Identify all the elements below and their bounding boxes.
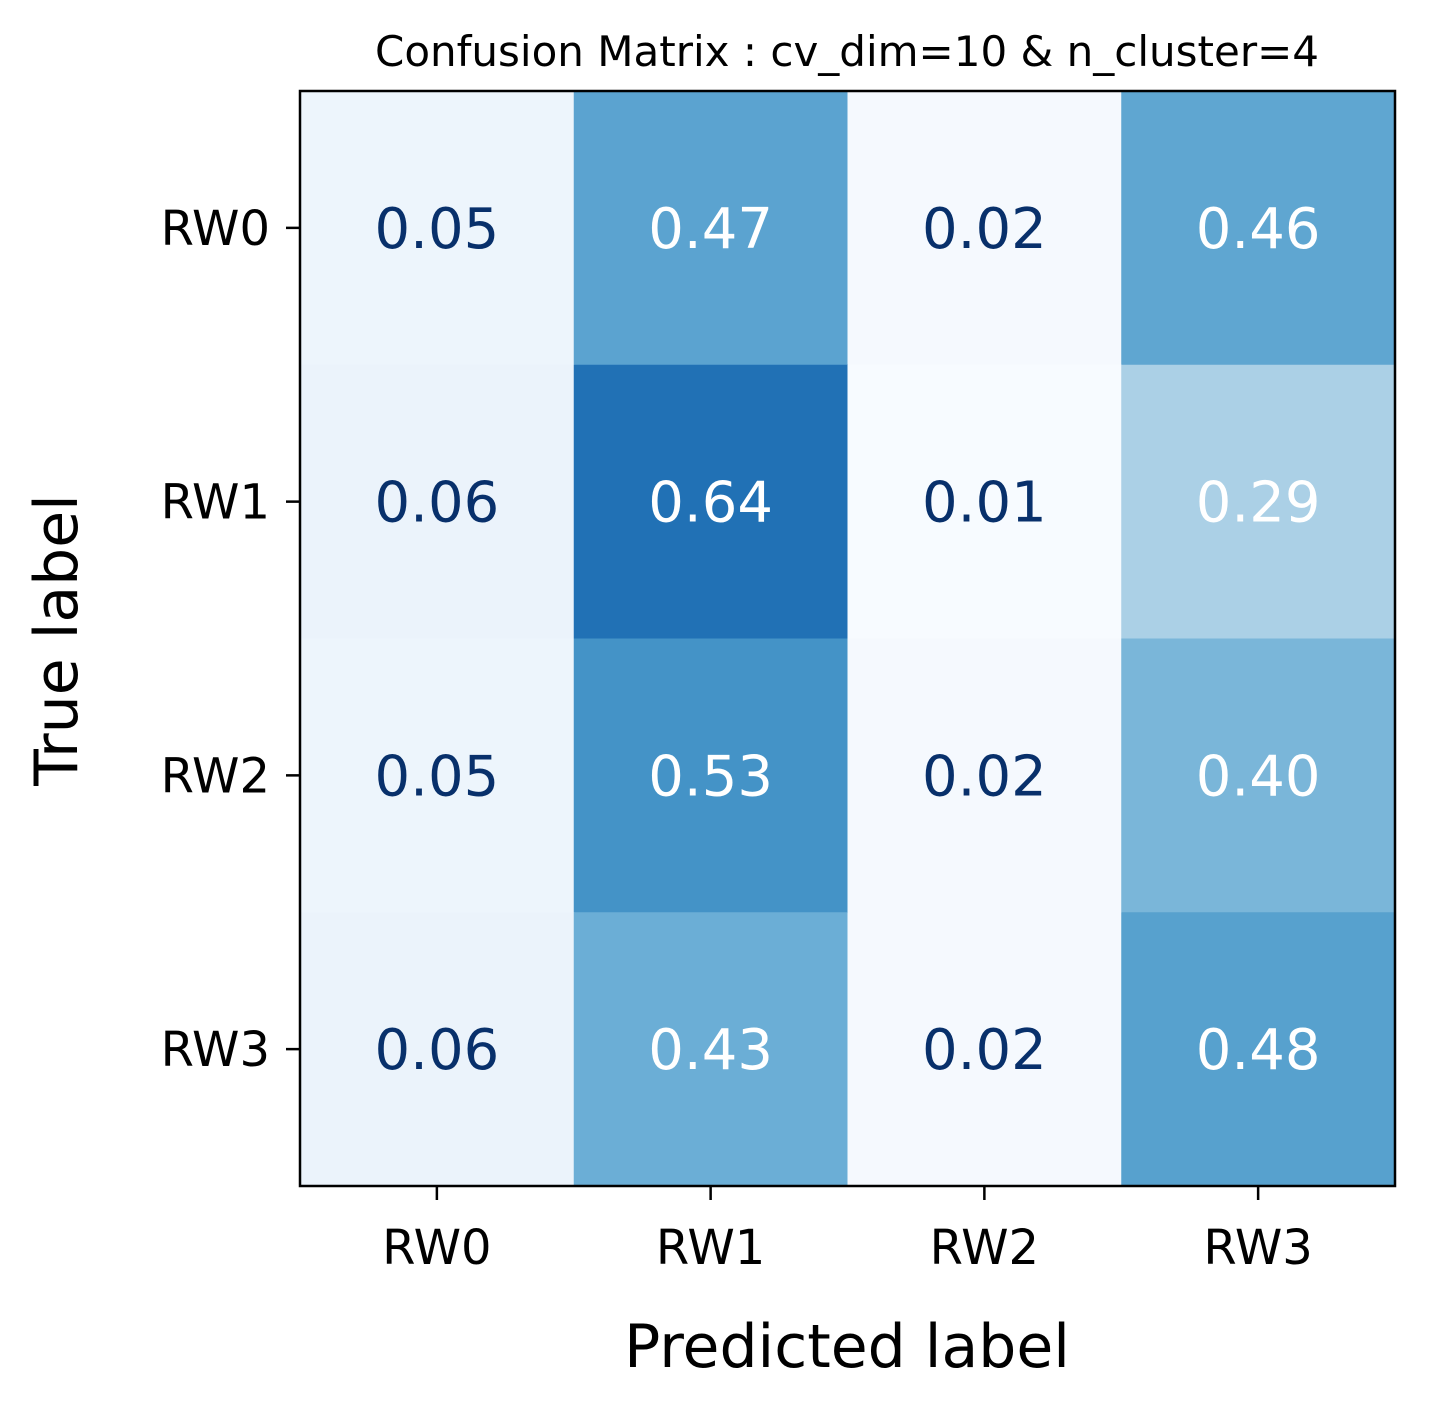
x-tick-label-1: RW1	[656, 1220, 765, 1276]
heatmap-cell-r3-c1	[573, 912, 848, 1187]
heatmap-cell-r0-c2	[847, 91, 1122, 366]
y-tick-label-0: RW0	[161, 201, 270, 257]
cell-value-label-r2-c3: 0.40	[1196, 744, 1321, 809]
y-axis-label: True label	[22, 494, 92, 787]
x-tick-label-0: RW0	[382, 1220, 491, 1276]
cell-value-label-r0-c1: 0.47	[648, 197, 773, 262]
heatmap-cell-r0-c1	[573, 91, 848, 366]
x-axis-label: Predicted label	[624, 1312, 1070, 1382]
x-tick-label-3: RW3	[1203, 1220, 1312, 1276]
y-tick-label-1: RW1	[161, 475, 270, 531]
cell-value-label-r1-c2: 0.01	[922, 471, 1047, 536]
heatmap-cells: 0.05 0.47 0.02 0.46 0.06 0.64 0.01 0.29 0.05 0.53…	[300, 91, 1396, 1187]
cell-value-label-r0-c3: 0.46	[1196, 197, 1321, 262]
heatmap-cell-r2-c2	[847, 638, 1122, 913]
cell-value-label-r2-c0: 0.05	[375, 744, 500, 809]
heatmap-cell-r1-c3	[1121, 364, 1396, 639]
cell-value-label-r3-c2: 0.02	[922, 1018, 1047, 1083]
cell-value-label-r2-c2: 0.02	[922, 744, 1047, 809]
heatmap-cell-r2-c0	[300, 638, 575, 913]
heatmap-cell-r3-c2	[847, 912, 1122, 1187]
heatmap-cell-r3-c0	[300, 912, 575, 1187]
cell-value-label-r3-c1: 0.43	[648, 1018, 773, 1083]
heatmap-cell-r2-c3	[1121, 638, 1396, 913]
y-tick-label-3: RW3	[161, 1022, 270, 1078]
x-axis: RW0 RW1 RW2 RW3	[382, 1186, 1313, 1276]
x-tick-label-2: RW2	[930, 1220, 1039, 1276]
cell-value-label-r3-c3: 0.48	[1196, 1018, 1321, 1083]
heatmap-cell-r0-c0	[300, 91, 575, 366]
cell-value-label-r0-c2: 0.02	[922, 197, 1047, 262]
cell-value-label-r1-c3: 0.29	[1196, 471, 1321, 536]
cell-value-label-r3-c0: 0.06	[375, 1018, 500, 1083]
cell-value-label-r1-c0: 0.06	[375, 471, 500, 536]
y-tick-label-2: RW2	[161, 748, 270, 804]
cell-value-label-r1-c1: 0.64	[648, 471, 773, 536]
heatmap-cell-r1-c2	[847, 364, 1122, 639]
heatmap-cell-r1-c1	[573, 364, 848, 639]
cell-value-label-r0-c0: 0.05	[375, 197, 500, 262]
chart-title: Confusion Matrix : cv_dim=10 & n_cluster…	[375, 27, 1319, 76]
heatmap-cell-r0-c3	[1121, 91, 1396, 366]
y-axis: RW0 RW1 RW2 RW3	[161, 201, 300, 1078]
heatmap-cell-r1-c0	[300, 364, 575, 639]
cell-value-label-r2-c1: 0.53	[648, 744, 773, 809]
heatmap-cell-r3-c3	[1121, 912, 1396, 1187]
heatmap-cell-r2-c1	[573, 638, 848, 913]
plot-frame	[298, 89, 1397, 1188]
